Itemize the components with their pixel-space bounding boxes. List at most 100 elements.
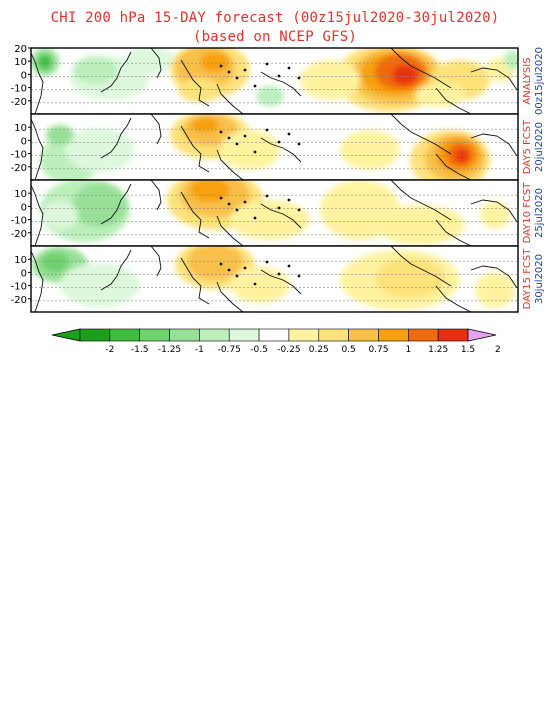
- colorbar-tick-label: 1: [405, 345, 411, 355]
- coastline: [150, 246, 162, 277]
- latitude-tick-label: -20: [11, 97, 27, 108]
- panel-label: DAY10 FCST: [522, 182, 533, 244]
- coastline: [31, 118, 44, 180]
- coastline: [180, 257, 210, 305]
- island-marker: [287, 264, 291, 268]
- colorbar-swatch: [139, 328, 170, 342]
- coastline: [470, 265, 518, 289]
- island-marker: [227, 70, 231, 74]
- field-contour: [504, 50, 518, 70]
- latitude-tick-label: -10: [11, 282, 27, 293]
- island-marker: [243, 266, 247, 270]
- colorbar-swatch: [408, 328, 439, 342]
- field-contour: [392, 65, 418, 85]
- colorbar-swatch: [169, 328, 200, 342]
- island-marker: [287, 66, 291, 70]
- colorbar-tick-label: -1.25: [158, 345, 181, 355]
- field-contour: [190, 180, 230, 202]
- field-contour: [178, 78, 222, 102]
- field-contour: [65, 128, 135, 172]
- field-contour: [375, 205, 465, 245]
- island-marker: [277, 272, 281, 276]
- panel-label: ANALYSIS: [522, 57, 533, 104]
- island-marker: [243, 200, 247, 204]
- coastline: [390, 180, 452, 221]
- field-contour: [230, 200, 310, 240]
- coastline: [150, 48, 162, 79]
- island-marker: [219, 262, 223, 266]
- island-marker: [227, 136, 231, 140]
- latitude-tick-label: -20: [11, 163, 27, 174]
- coastline: [260, 137, 302, 163]
- island-marker: [277, 140, 281, 144]
- coastline: [180, 191, 210, 239]
- panel-frame: [30, 245, 519, 313]
- field-contour: [220, 130, 280, 170]
- colorbar-swatch: [79, 328, 111, 342]
- coastline: [100, 117, 132, 159]
- colorbar-tick-label: 0.75: [368, 345, 388, 355]
- colorbar-high-extension: [467, 328, 497, 342]
- island-marker: [277, 206, 281, 210]
- island-marker: [235, 142, 239, 146]
- panel-date: 30jul2020: [534, 254, 545, 304]
- field-contour: [300, 60, 360, 100]
- island-marker: [265, 62, 269, 66]
- colorbar-swatch: [437, 328, 469, 342]
- coastline: [216, 149, 244, 180]
- island-marker: [253, 150, 257, 154]
- colorbar-swatch: [378, 328, 409, 342]
- coastline: [260, 203, 302, 229]
- island-marker: [219, 64, 223, 68]
- coastline: [435, 285, 472, 312]
- latitude-tick-label: 10: [14, 255, 27, 266]
- panel-date: 25jul2020: [534, 188, 545, 238]
- map-panel: 10 0 -10 -20 DAY5 FCST 20jul2020: [11, 113, 545, 181]
- coastline: [470, 199, 518, 223]
- island-marker: [219, 196, 223, 200]
- island-marker: [227, 268, 231, 272]
- colorbar-tick-label: 1.25: [428, 345, 448, 355]
- coastline: [100, 249, 132, 291]
- island-marker: [253, 84, 257, 88]
- island-marker: [235, 208, 239, 212]
- field-contour: [125, 48, 175, 74]
- latitude-tick-label: -10: [11, 150, 27, 161]
- colorbar-tick-label: -1: [195, 345, 204, 355]
- latitude-tick-label: -20: [11, 229, 27, 240]
- coastline: [180, 125, 210, 173]
- island-marker: [287, 198, 291, 202]
- island-marker: [219, 130, 223, 134]
- island-marker: [265, 260, 269, 264]
- field-contour: [60, 263, 140, 307]
- island-marker: [297, 274, 301, 278]
- coastline: [150, 114, 162, 145]
- field-contour: [480, 201, 510, 229]
- colorbar-tick-label: 2: [495, 345, 501, 355]
- coastline: [31, 52, 44, 114]
- colorbar-swatch: [348, 328, 379, 342]
- colorbar-swatch: [258, 328, 290, 342]
- title-line-2: (based on NCEP GFS): [193, 29, 357, 45]
- island-marker: [265, 128, 269, 132]
- coastline: [216, 215, 244, 246]
- title-line-1: CHI 200 hPa 15-DAY forecast (00z15jul202…: [50, 10, 500, 26]
- latitude-tick-label: -10: [11, 84, 27, 95]
- coastline: [100, 183, 132, 225]
- coastline: [390, 114, 452, 155]
- colorbar-swatch: [109, 328, 140, 342]
- colorbar-tick-label: -0.25: [277, 345, 300, 355]
- coastline: [390, 48, 452, 89]
- field-contour: [256, 86, 284, 106]
- latitude-tick-label: 0: [21, 202, 27, 213]
- latitude-tick-label: 10: [14, 57, 27, 68]
- island-marker: [235, 76, 239, 80]
- island-marker: [265, 194, 269, 198]
- colorbar-swatch: [288, 328, 320, 342]
- field-contour: [375, 258, 445, 298]
- coastline: [31, 250, 44, 312]
- colorbar-swatch: [318, 328, 349, 342]
- panel-label: DAY15 FCST: [522, 248, 533, 310]
- field-contour: [415, 83, 465, 107]
